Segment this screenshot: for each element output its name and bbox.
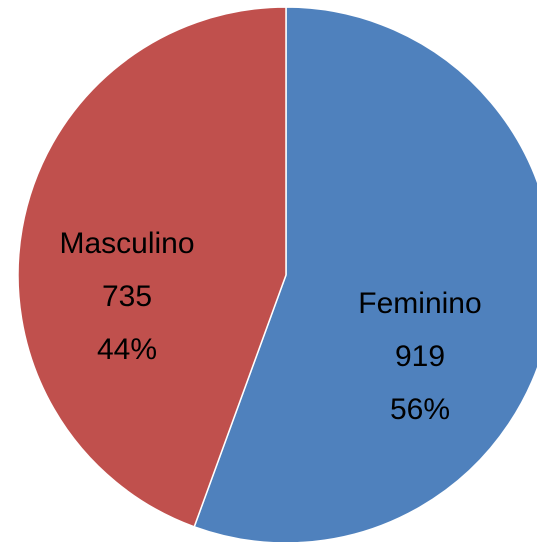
slice-percent-label: 44% xyxy=(97,333,157,366)
pie-slice xyxy=(17,6,287,528)
slice-category-label: Feminino xyxy=(358,287,481,320)
pie-slice xyxy=(193,6,537,542)
slice-percent-label: 56% xyxy=(390,393,450,426)
slice-value-label: 919 xyxy=(395,340,445,373)
slice-category-label: Masculino xyxy=(59,227,194,260)
slice-value-label: 735 xyxy=(102,280,152,313)
